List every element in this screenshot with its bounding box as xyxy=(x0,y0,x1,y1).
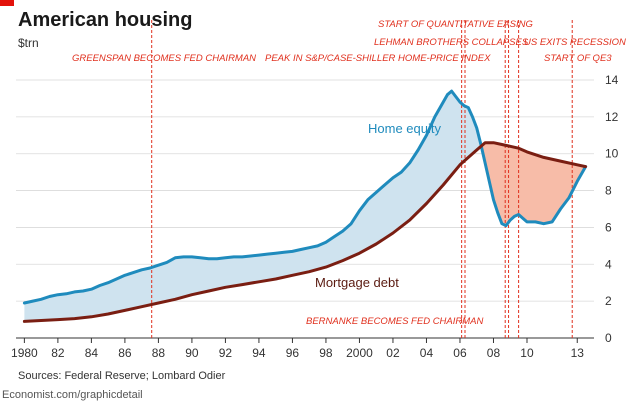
event-label-0: GREENSPAN BECOMES FED CHAIRMAN xyxy=(72,53,256,64)
event-markers: GREENSPAN BECOMES FED CHAIRMAN BERNANKE B… xyxy=(72,19,626,338)
gap-fill-1 xyxy=(481,142,586,226)
x-tick-label-14: 08 xyxy=(487,346,501,360)
event-label-5: US EXITS RECESSION xyxy=(524,37,626,48)
x-tick-label-8: 96 xyxy=(286,346,300,360)
x-tick-label-15: 10 xyxy=(520,346,534,360)
brand-bar xyxy=(0,0,14,6)
x-tick-label-10: 2000 xyxy=(346,346,373,360)
series-label-mortgage-debt: Mortgage debt xyxy=(315,275,399,290)
x-tick-label-3: 86 xyxy=(118,346,132,360)
y-tick-label-3: 6 xyxy=(605,220,612,234)
x-tick-label-6: 92 xyxy=(219,346,233,360)
event-label-4: LEHMAN BROTHERS COLLAPSES xyxy=(374,37,529,48)
gap-fills xyxy=(24,91,586,322)
x-tick-label-13: 06 xyxy=(453,346,467,360)
gap-fill-0 xyxy=(24,91,481,322)
x-tick-label-12: 04 xyxy=(420,346,434,360)
y-axis-ticks: 0 2 4 6 8 10 12 14 xyxy=(605,73,619,345)
event-label-3: START OF QUANTITATIVE EASING xyxy=(378,19,533,30)
x-tick-label-0: 1980 xyxy=(11,346,38,360)
y-tick-label-1: 2 xyxy=(605,294,612,308)
x-tick-label-1: 82 xyxy=(51,346,65,360)
series-lines xyxy=(22,89,588,323)
series-line-1 xyxy=(22,141,588,323)
x-tick-label-9: 98 xyxy=(319,346,333,360)
x-tick-label-2: 84 xyxy=(85,346,99,360)
x-tick-label-16: 13 xyxy=(571,346,585,360)
event-label-2: PEAK IN S&P/CASE-SHILLER HOME-PRICE INDE… xyxy=(265,53,491,64)
event-label-6: START OF QE3 xyxy=(544,53,612,64)
chart-title: American housing xyxy=(18,9,192,31)
y-tick-label-5: 10 xyxy=(605,147,619,161)
y-tick-label-6: 12 xyxy=(605,110,619,124)
y-tick-label-7: 14 xyxy=(605,73,619,87)
y-tick-label-4: 8 xyxy=(605,184,612,198)
x-tick-label-5: 90 xyxy=(185,346,199,360)
x-tick-label-4: 88 xyxy=(152,346,166,360)
y-tick-label-0: 0 xyxy=(605,331,612,345)
series-label-home-equity: Home equity xyxy=(368,121,441,136)
x-tick-label-11: 02 xyxy=(386,346,400,360)
x-tick-label-7: 94 xyxy=(252,346,266,360)
y-unit-label: $trn xyxy=(18,36,39,50)
y-tick-label-2: 4 xyxy=(605,257,612,271)
credit-note: Economist.com/graphicdetail xyxy=(2,389,143,401)
series-line-0 xyxy=(22,89,588,305)
source-note: Sources: Federal Reserve; Lombard Odier xyxy=(18,370,226,382)
x-axis: 1980 82 84 86 88 90 92 94 96 98 2000 02 04 06 08 10 13 xyxy=(11,338,584,360)
event-label-1: BERNANKE BECOMES FED CHAIRMAN xyxy=(306,316,483,327)
